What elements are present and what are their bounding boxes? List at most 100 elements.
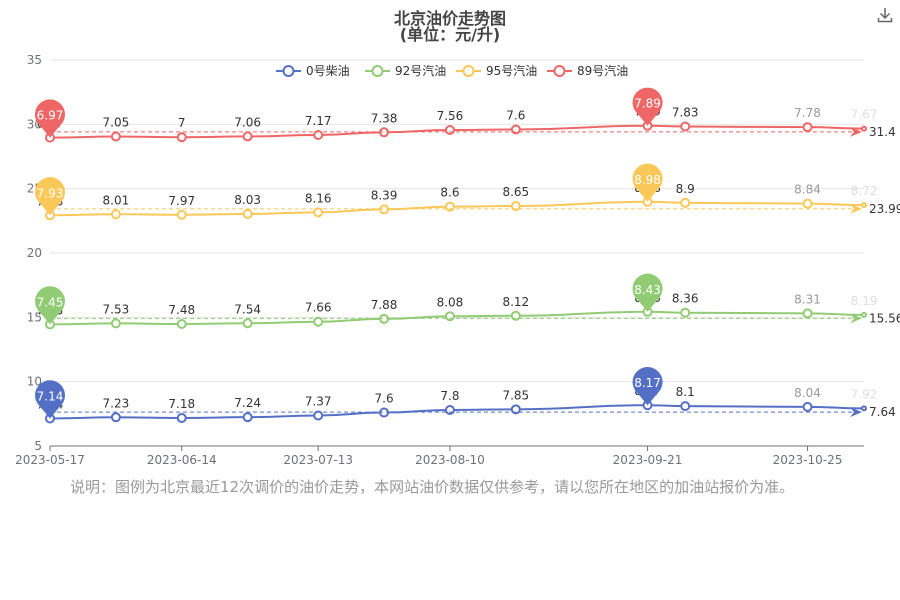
y-tick-label: 10: [27, 375, 42, 389]
x-tick-label: 2023-10-25: [773, 453, 843, 467]
data-label: 8.65: [502, 185, 529, 199]
data-label: 7.6: [506, 108, 525, 122]
data-point: [242, 131, 253, 142]
data-point: [802, 308, 813, 319]
data-label: 7.88: [371, 298, 398, 312]
max-marker-label: 8.17: [634, 376, 661, 390]
y-tick-label: 15: [27, 310, 42, 324]
data-label: 8.12: [502, 295, 529, 309]
data-label: 7.92: [851, 387, 878, 401]
legend-label: 0号柴油: [306, 64, 350, 78]
max-marker: [632, 367, 663, 406]
min-marker: [35, 99, 65, 138]
average-arrow: [850, 126, 862, 137]
min-marker: [35, 286, 65, 325]
data-point: [242, 209, 253, 220]
min-marker-label: 7.14: [37, 389, 64, 403]
data-point: [313, 207, 324, 218]
min-marker: [35, 177, 65, 216]
data-point: [680, 307, 691, 318]
data-label: 7.56: [437, 109, 464, 123]
data-label: 8.31: [794, 292, 821, 306]
legend-swatch-marker: [371, 65, 384, 77]
data-label: 7.17: [305, 114, 332, 128]
data-label: 7.06: [234, 115, 261, 129]
data-point: [680, 401, 691, 412]
max-marker-label: 7.89: [634, 97, 661, 111]
max-marker: [632, 87, 663, 126]
data-point: [176, 319, 187, 330]
data-point: [379, 204, 390, 215]
data-label: 7.8: [440, 389, 459, 403]
download-icon[interactable]: [876, 6, 894, 24]
data-label: 7.66: [305, 301, 332, 315]
max-marker-label: 8.98: [634, 173, 661, 187]
data-point: [176, 132, 187, 143]
data-point: [510, 201, 521, 212]
data-point: [510, 404, 521, 415]
data-label: 7.67: [851, 108, 878, 122]
min-marker-label: 7.93: [37, 186, 64, 200]
data-label: 8.1: [676, 385, 695, 399]
legend-label: 95号汽油: [486, 63, 537, 78]
data-point: [802, 401, 813, 412]
data-label: 7.38: [371, 111, 398, 125]
data-label: 8.03: [234, 193, 261, 207]
data-label: 7.18: [168, 397, 195, 411]
data-label: 8.84: [794, 183, 821, 197]
data-point: [444, 124, 455, 135]
legend-label: 89号汽油: [577, 63, 628, 78]
max-marker: [632, 163, 663, 202]
x-tick-label: 2023-07-13: [283, 453, 353, 467]
data-label: 7.23: [103, 396, 130, 410]
data-point: [510, 310, 521, 321]
y-tick-label: 35: [27, 53, 42, 67]
data-point: [379, 313, 390, 324]
data-label: 7.78: [794, 106, 821, 120]
data-label: 7.05: [103, 116, 130, 130]
legend-swatch-marker: [462, 65, 475, 77]
min-marker: [35, 380, 65, 419]
data-label: 8.19: [851, 294, 878, 308]
legend-swatch-marker: [282, 65, 295, 77]
average-label: 7.64: [869, 405, 896, 419]
data-label: 7.54: [234, 302, 261, 316]
data-label: 8.16: [305, 191, 332, 205]
data-point: [313, 316, 324, 327]
data-label: 7.6: [375, 392, 394, 406]
data-point: [802, 122, 813, 133]
data-point: [861, 125, 867, 132]
data-point: [444, 311, 455, 322]
data-label: 7.83: [672, 106, 699, 120]
data-point: [176, 412, 187, 423]
data-point: [176, 209, 187, 220]
data-label: 7.53: [103, 302, 130, 316]
data-label: 7.97: [168, 194, 195, 208]
max-marker: [632, 273, 663, 312]
x-tick-label: 2023-08-10: [415, 453, 485, 467]
data-point: [110, 412, 121, 423]
data-label: 8.08: [437, 295, 464, 309]
y-tick-label: 20: [27, 246, 42, 260]
data-point: [861, 311, 867, 318]
data-point: [444, 201, 455, 212]
y-tick-label: 5: [34, 439, 42, 453]
x-tick-label: 2023-06-14: [147, 453, 217, 467]
data-label: 8.39: [371, 188, 398, 202]
chart-subtitle: (单位：元/升): [399, 25, 501, 44]
data-point: [110, 318, 121, 329]
data-label: 7.48: [168, 303, 195, 317]
data-point: [861, 405, 867, 412]
data-label: 7.85: [502, 388, 529, 402]
data-label: 8.01: [103, 193, 130, 207]
data-point: [242, 412, 253, 423]
average-label: 31.4: [869, 125, 896, 139]
data-point: [680, 197, 691, 208]
legend-swatch-marker: [553, 65, 566, 77]
data-point: [242, 318, 253, 329]
data-label: 8.04: [794, 386, 821, 400]
min-marker-label: 6.97: [37, 109, 64, 123]
chart-note: 说明：图例为北京最近12次调价的油价走势，本网站油价数据仅供参考，请以您所在地区…: [70, 478, 795, 496]
data-label: 8.36: [672, 292, 699, 306]
